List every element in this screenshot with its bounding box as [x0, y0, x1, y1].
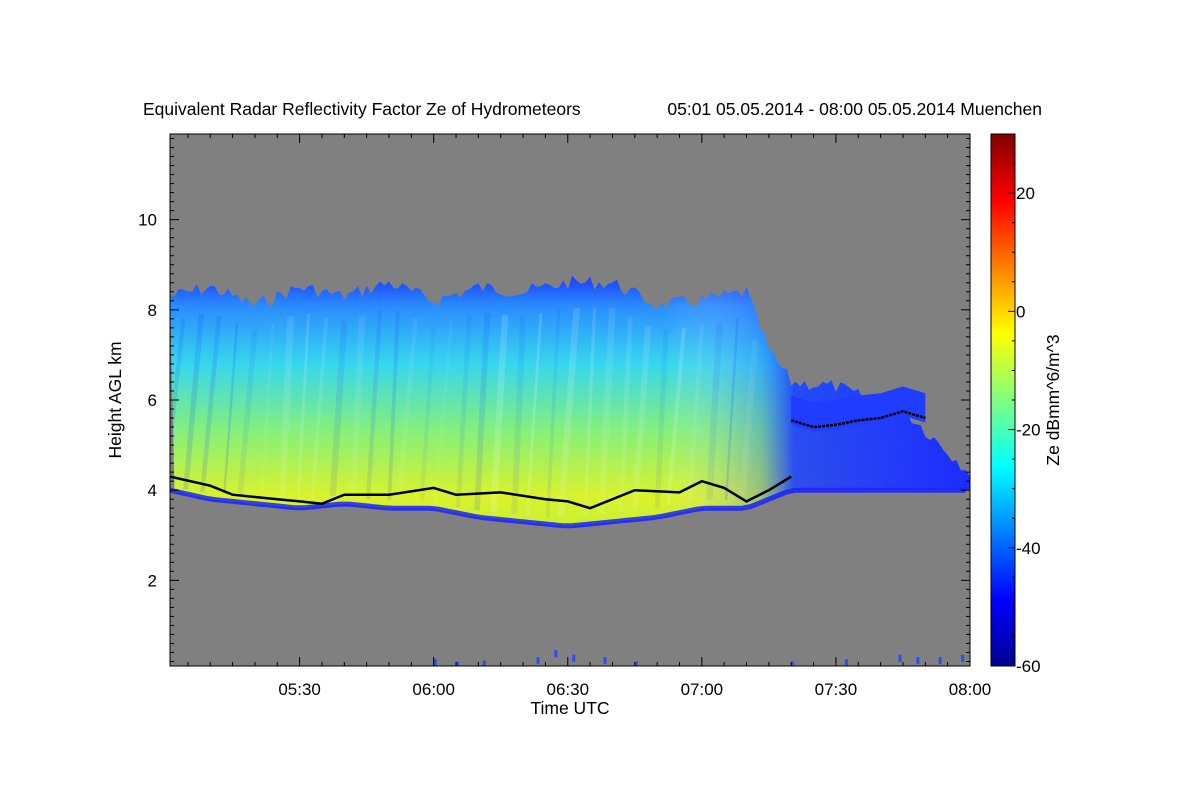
- y-tick-label: 2: [148, 571, 157, 590]
- surface-echo: [554, 650, 558, 658]
- fall-streak: [183, 314, 204, 490]
- x-tick-label: 07:30: [815, 680, 858, 699]
- upper-cloud-layer: [791, 386, 926, 432]
- colorbar-tick-label: -60: [1016, 657, 1041, 676]
- melting-layer-line: [170, 475, 792, 510]
- fall-streak: [724, 318, 739, 501]
- fall-streak: [329, 321, 348, 496]
- surface-echo: [791, 661, 795, 666]
- surface-echo: [961, 654, 965, 662]
- fall-streak: [706, 322, 723, 501]
- surface-echo: [433, 659, 437, 666]
- fall-streak: [365, 310, 383, 500]
- y-tick-label: 10: [138, 211, 157, 230]
- x-axis-label: Time UTC: [530, 698, 609, 718]
- colorbar: [990, 133, 1016, 667]
- surface-echo: [634, 661, 638, 666]
- fall-streak: [455, 314, 472, 508]
- fall-streak: [387, 311, 400, 501]
- plot-area: [170, 134, 970, 666]
- fall-streak: [490, 314, 509, 513]
- fall-streak: [557, 307, 580, 518]
- chart-title: Equivalent Radar Reflectivity Factor Ze …: [143, 99, 581, 119]
- fall-streak: [237, 330, 258, 496]
- colorbar-axis: -60 -40 -20 0 20: [1008, 133, 1041, 676]
- upper-layer-line: [790, 409, 926, 429]
- x-tick-label: 05:30: [278, 680, 321, 699]
- fall-streak: [296, 314, 310, 500]
- fall-streak: [654, 329, 669, 508]
- colorbar-tick-label: -40: [1016, 539, 1041, 558]
- chart-subtitle: 05:01 05.05.2014 - 08:00 05.05.2014 Muen…: [667, 99, 1042, 119]
- fall-streak: [631, 325, 652, 511]
- fall-streak: [618, 316, 633, 513]
- surface-echo: [536, 657, 540, 664]
- fall-streak: [687, 325, 704, 501]
- colorbar-tick-label: -20: [1016, 421, 1041, 440]
- x-tick-label: 06:00: [412, 680, 455, 699]
- surface-echo: [482, 660, 486, 666]
- surface-echo: [603, 657, 607, 664]
- fall-streak: [739, 339, 759, 497]
- fall-streak: [545, 309, 561, 518]
- x-tick-label: 07:00: [681, 680, 724, 699]
- fall-streak: [170, 318, 186, 465]
- fall-streak: [310, 317, 329, 498]
- cloud-layer-fade: [170, 275, 970, 527]
- surface-echoes: [433, 650, 965, 666]
- y-tick-label: 6: [148, 391, 157, 410]
- fall-streak: [597, 307, 616, 514]
- fall-streak: [666, 327, 686, 504]
- fall-streak: [260, 323, 275, 498]
- cloud-base-edge: [170, 487, 966, 529]
- fall-streak: [419, 325, 436, 501]
- y-tick-label: 8: [148, 301, 157, 320]
- fall-streak: [223, 323, 239, 494]
- colorbar-label: Ze dBmm^6/m^3: [1043, 334, 1063, 465]
- surface-echo: [938, 657, 942, 664]
- fall-streak: [200, 315, 222, 493]
- x-tick-label: 08:00: [949, 680, 992, 699]
- fall-streak: [433, 320, 453, 504]
- fall-streak: [350, 315, 366, 498]
- fall-streak: [474, 313, 491, 511]
- surface-echo: [916, 657, 920, 664]
- surface-echo: [844, 659, 848, 666]
- y-tick-label: 4: [148, 481, 157, 500]
- colorbar-tick-label: 20: [1016, 184, 1035, 203]
- fall-streak: [583, 307, 597, 516]
- fall-streak: [278, 315, 295, 500]
- fall-streak: [511, 316, 527, 514]
- x-tick-label: 06:30: [546, 680, 589, 699]
- fall-streaks: [170, 307, 759, 518]
- colorbar-tick-label: 0: [1016, 302, 1025, 321]
- surface-echo: [572, 654, 576, 662]
- fall-streak: [525, 313, 543, 516]
- surface-echo: [898, 654, 902, 662]
- y-axis: 2 4 6 8 10: [138, 138, 970, 662]
- fall-streak: [396, 318, 418, 501]
- y-axis-label: Height AGL km: [105, 341, 125, 458]
- surface-echo: [456, 661, 459, 666]
